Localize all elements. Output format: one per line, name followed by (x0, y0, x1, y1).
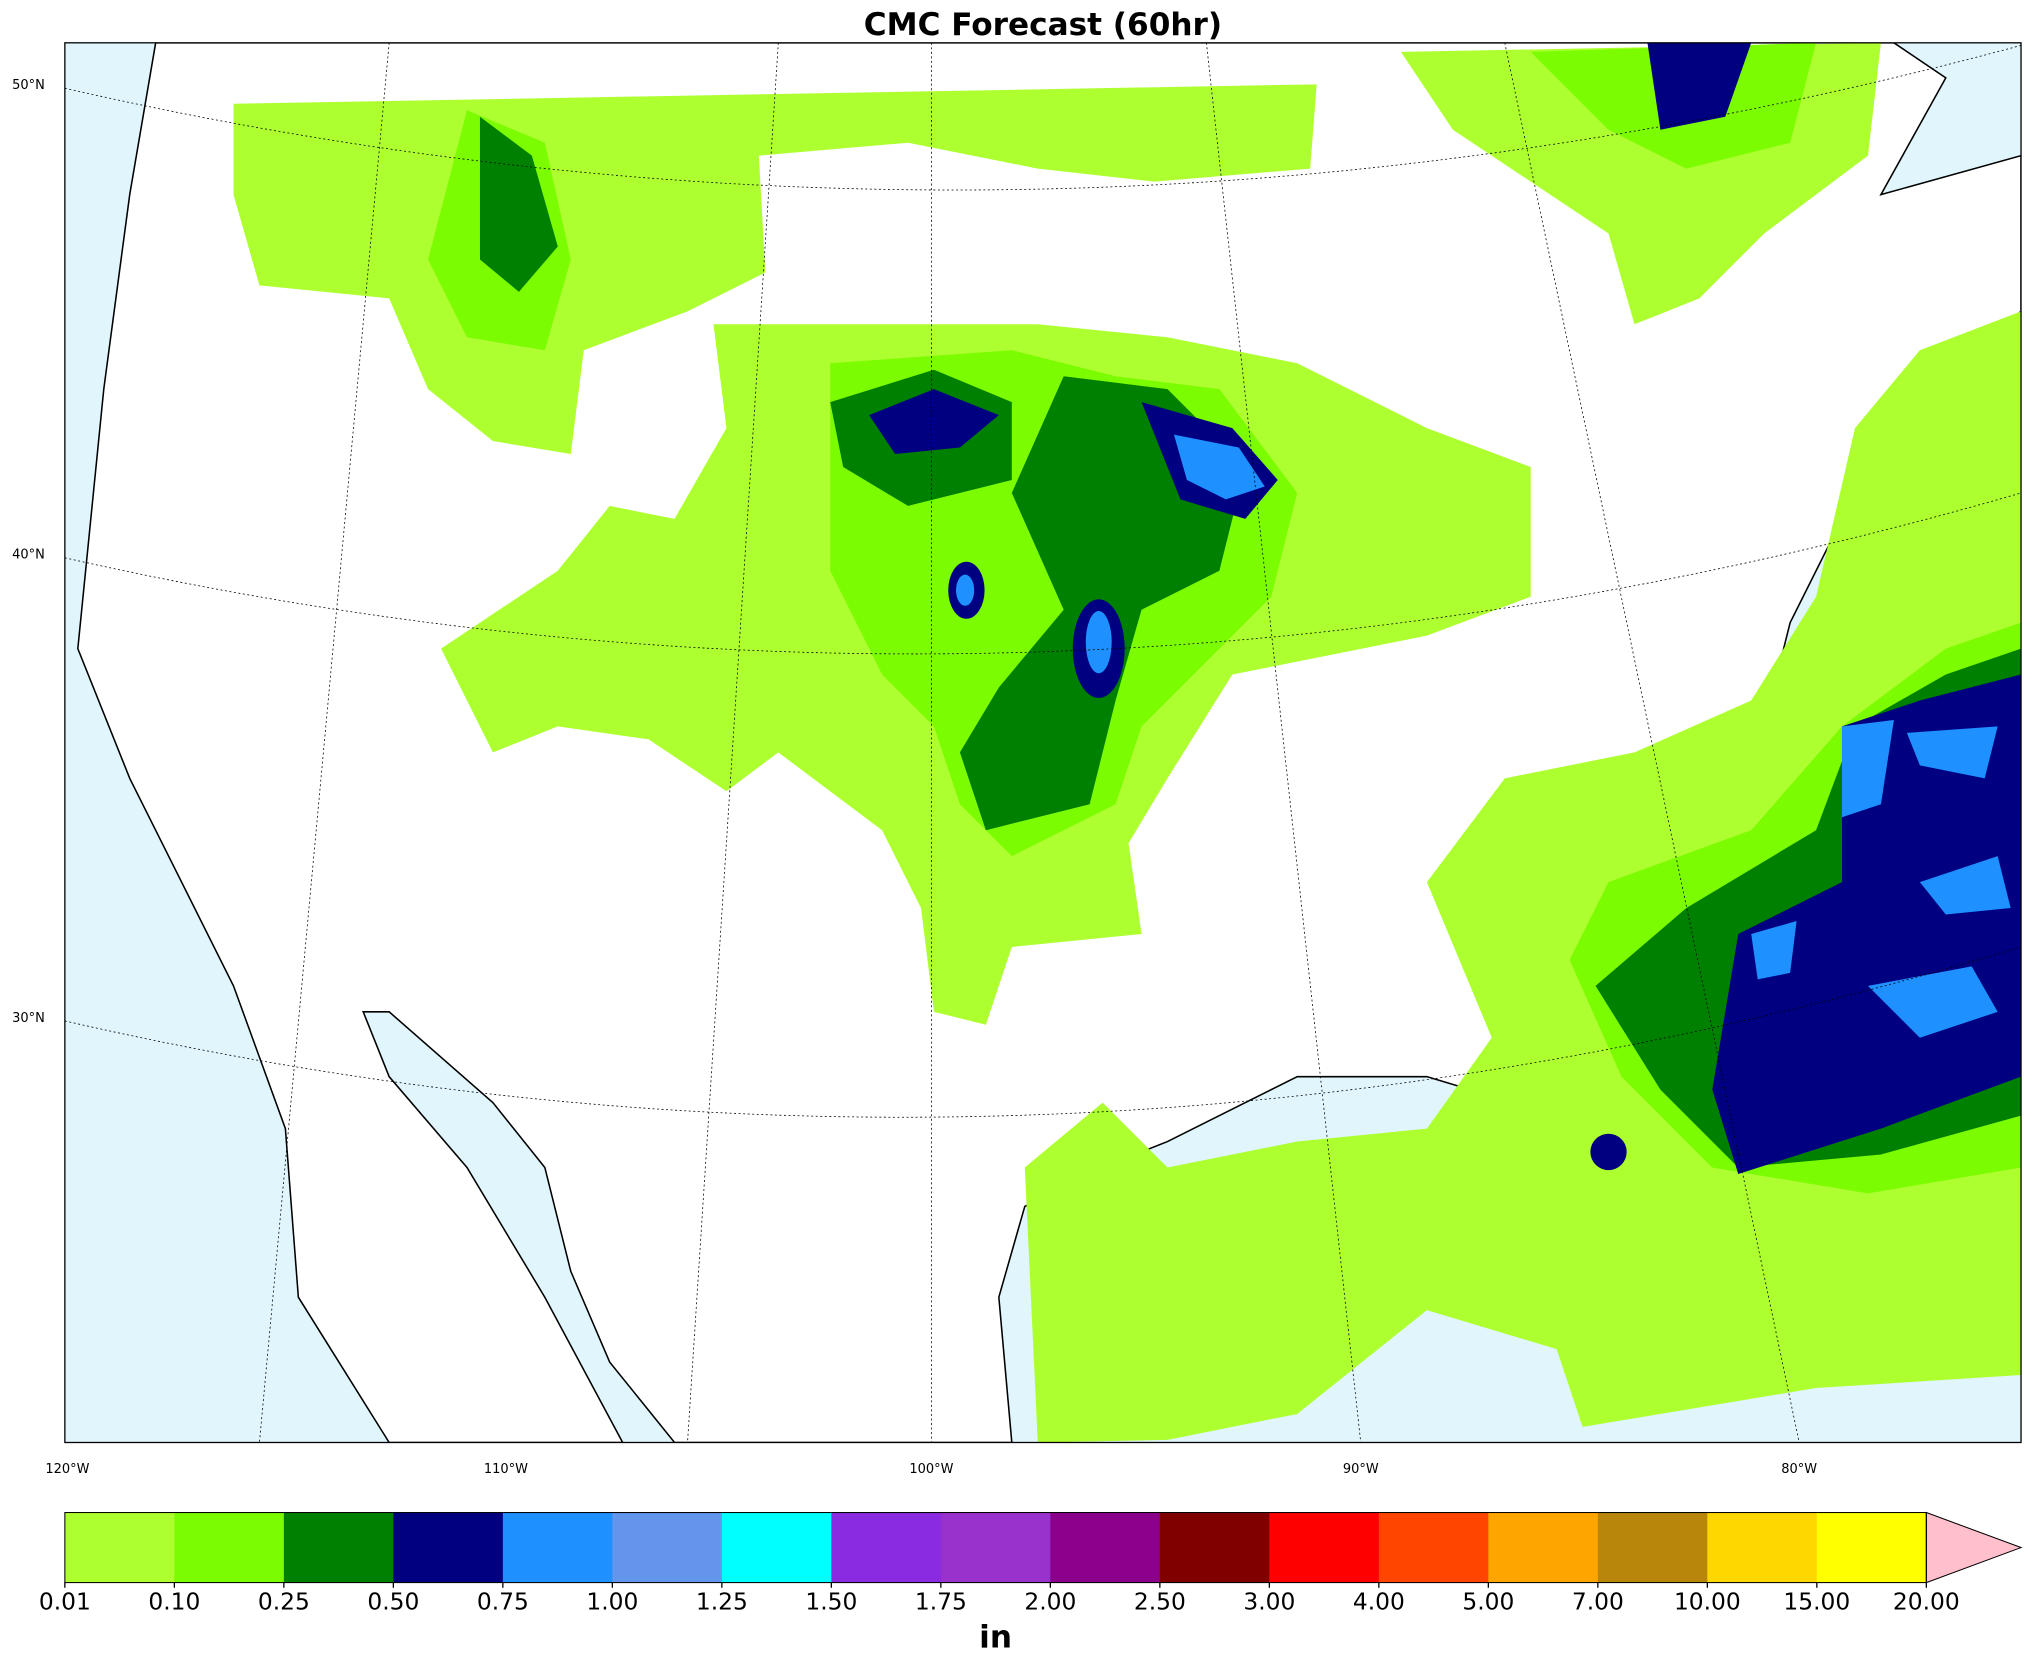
colorbar-segment (1269, 1512, 1380, 1583)
lon-label: 100°W (909, 1462, 953, 1477)
map-area (64, 42, 2022, 1443)
colorbar-tick-label: 10.00 (1674, 1587, 1741, 1615)
map-frame (64, 42, 2022, 1444)
colorbar-segment (612, 1512, 723, 1583)
colorbar-segment (1050, 1512, 1161, 1583)
colorbar-outline (64, 1512, 1927, 1584)
colorbar-segment (831, 1512, 942, 1583)
colorbar-tick-label: 15.00 (1783, 1587, 1850, 1615)
colorbar-segment (940, 1512, 1051, 1583)
colorbar-tick-label: 0.75 (477, 1587, 529, 1615)
lon-label: 120°W (45, 1462, 89, 1477)
colorbar-tick-label: 1.00 (586, 1587, 638, 1615)
colorbar-tick-label: 20.00 (1893, 1587, 1960, 1615)
lon-label: 110°W (484, 1462, 528, 1477)
lat-label: 50°N (12, 78, 45, 93)
colorbar-segment (502, 1512, 613, 1583)
colorbar-tick-label: 0.01 (39, 1587, 91, 1615)
lon-label: 80°W (1781, 1462, 1817, 1477)
graticule (64, 42, 2022, 1443)
colorbar-segment (393, 1512, 504, 1583)
lon-label: 90°W (1343, 1462, 1379, 1477)
colorbar-tick-label: 2.50 (1134, 1587, 1186, 1615)
colorbar-tick-label: 2.00 (1024, 1587, 1076, 1615)
colorbar-segment (1488, 1512, 1599, 1583)
lat-label: 30°N (12, 1011, 45, 1026)
colorbar-tick-label: 3.00 (1243, 1587, 1295, 1615)
colorbar-tick-label: 4.00 (1353, 1587, 1405, 1615)
colorbar-segment (283, 1512, 394, 1583)
colorbar-segment (1597, 1512, 1708, 1583)
colorbar-segment (174, 1512, 285, 1583)
colorbar-tick-label: 1.25 (696, 1587, 748, 1615)
colorbar-tick-label: 1.75 (915, 1587, 967, 1615)
precipitation (233, 42, 2022, 1443)
colorbar-segment (64, 1512, 175, 1583)
lat-label: 40°N (12, 548, 45, 563)
colorbar-unit: in (979, 1619, 1012, 1655)
colorbar-tick-label: 5.00 (1462, 1587, 1514, 1615)
colorbar-segment (1159, 1512, 1270, 1583)
colorbar-tick-label: 0.25 (258, 1587, 310, 1615)
colorbar-tick-label: 1.50 (805, 1587, 857, 1615)
colorbar-tick-label: 0.10 (148, 1587, 200, 1615)
colorbar-tick-label: 7.00 (1572, 1587, 1624, 1615)
colorbar-segment (1707, 1512, 1818, 1583)
colorbar-tick-label: 0.50 (367, 1587, 419, 1615)
colorbar-extend (1925, 1511, 2023, 1584)
colorbar-segment (1378, 1512, 1489, 1583)
colorbar-segment (721, 1512, 832, 1583)
colorbar-segment (1816, 1512, 1927, 1583)
title: CMC Forecast (60hr) (864, 7, 1222, 43)
